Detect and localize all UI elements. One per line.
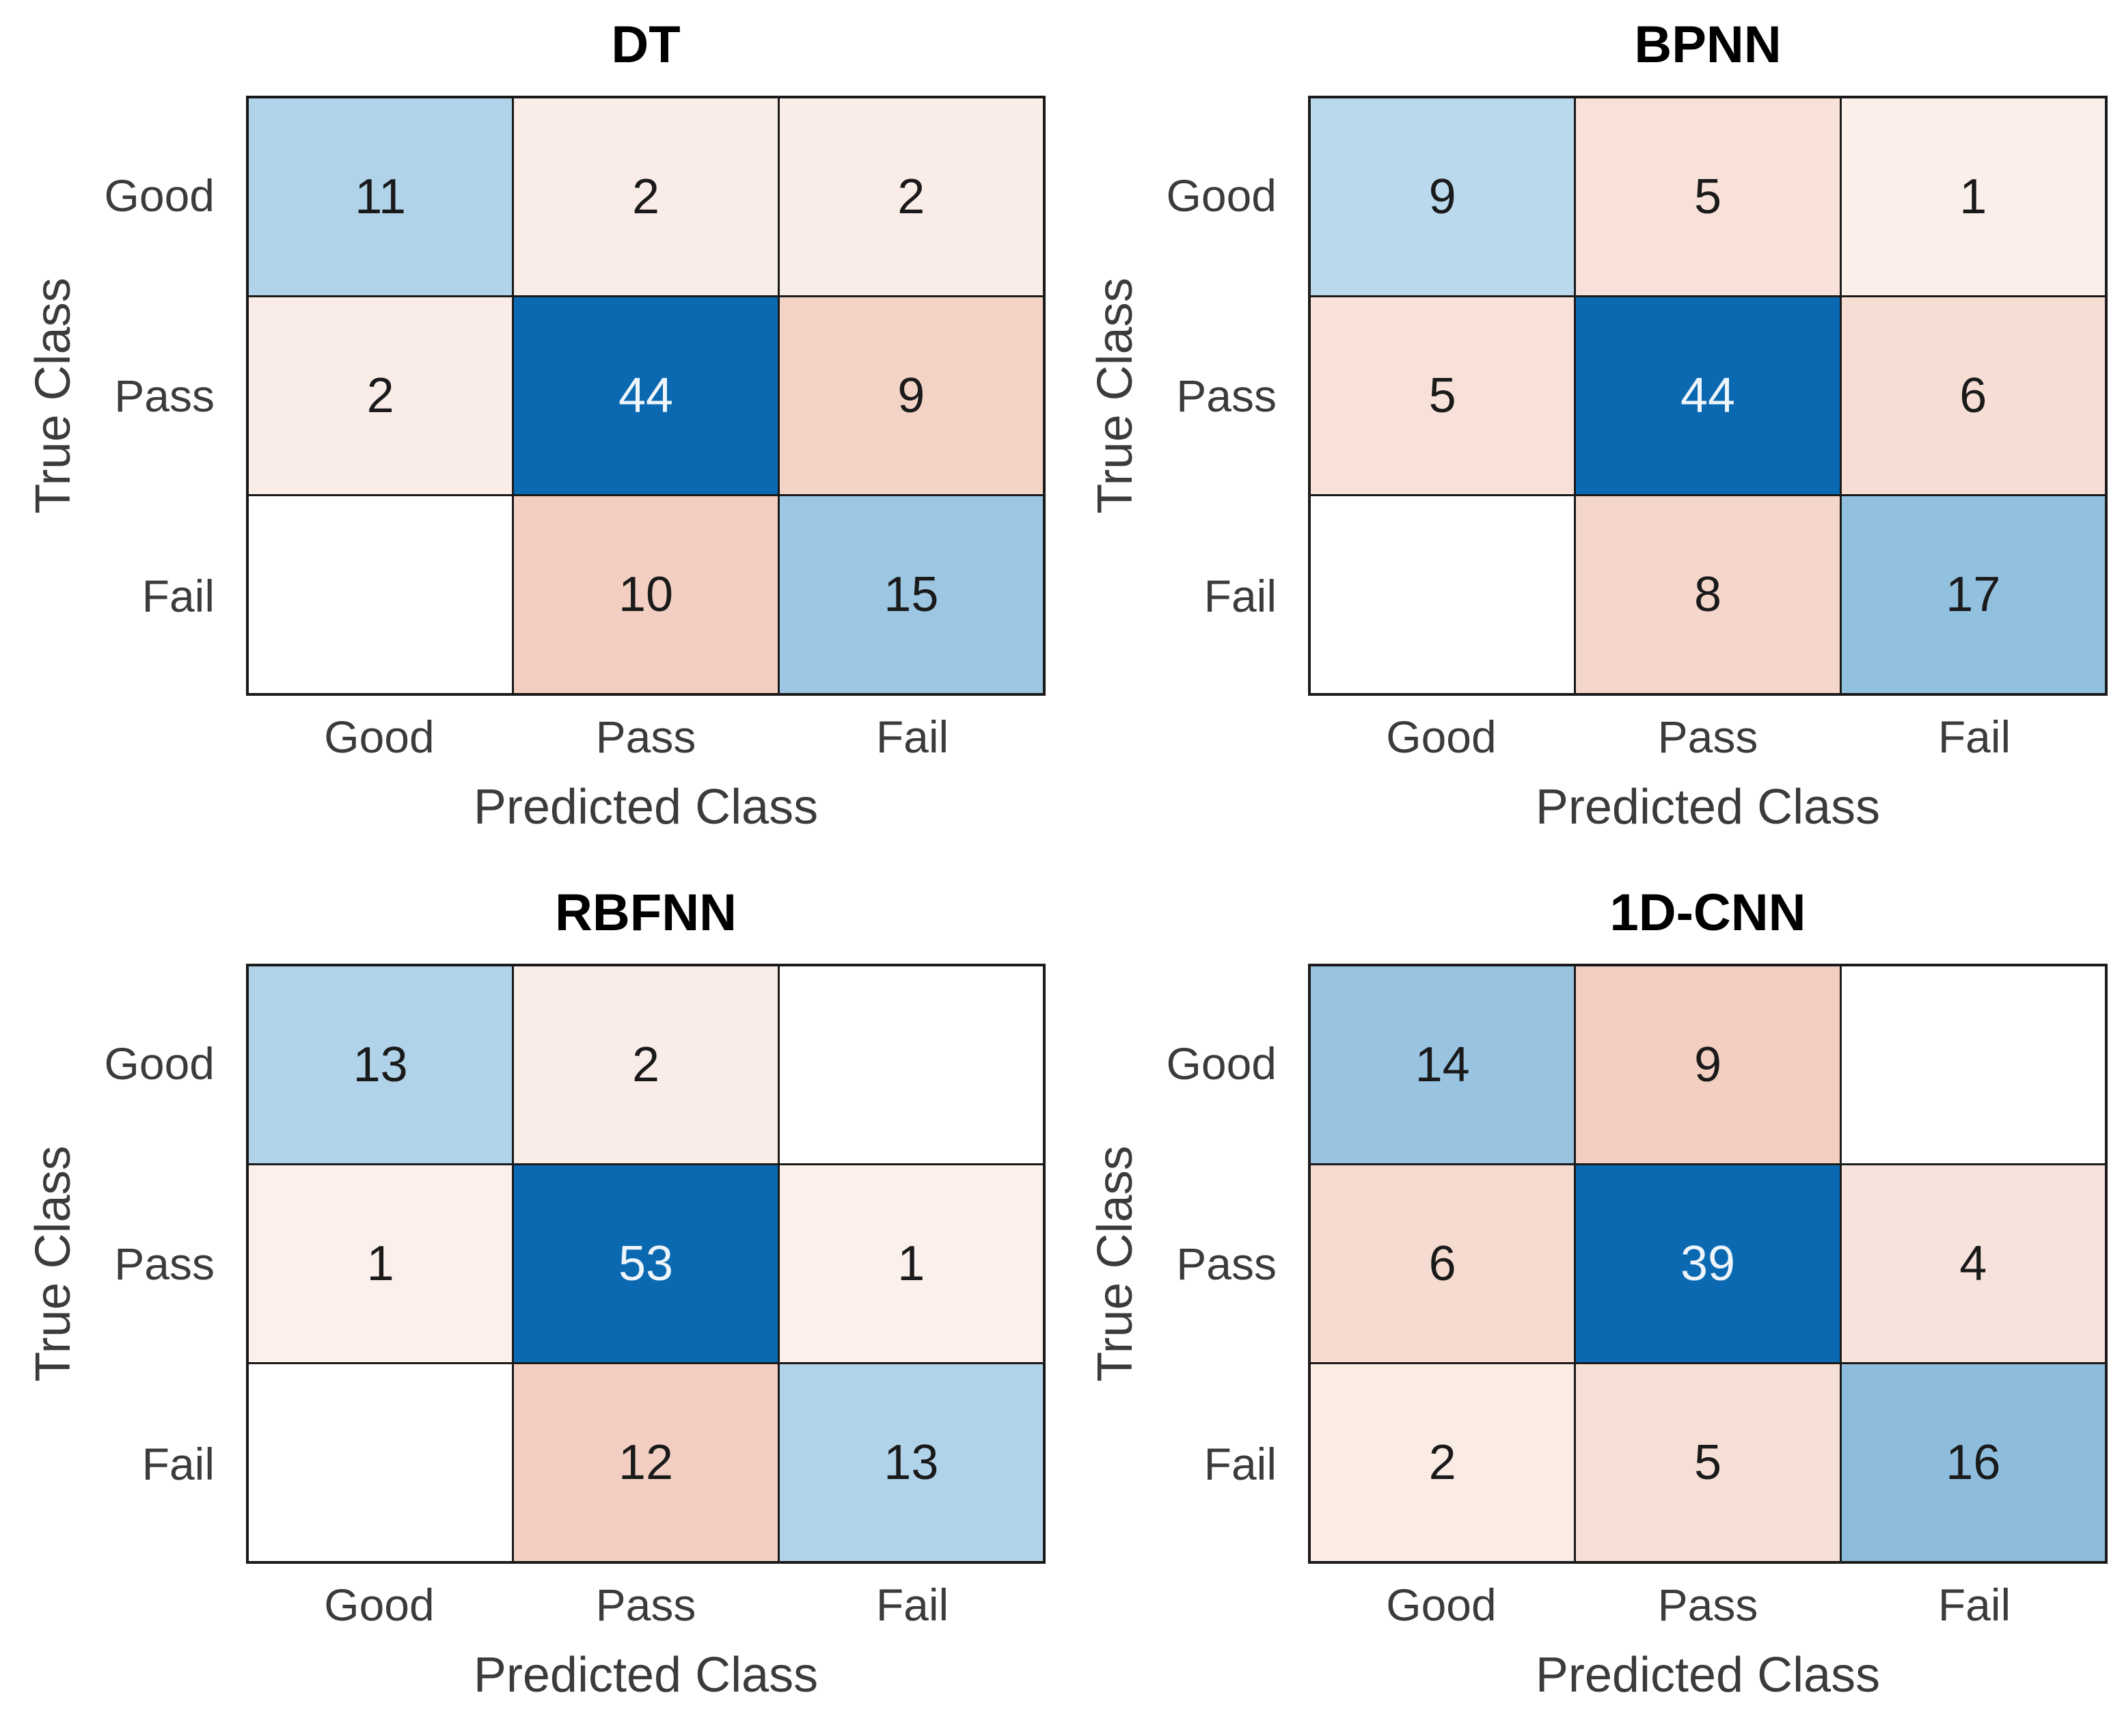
confusion-matrix-dt: DT 11 2 2 2 44 9 10 15 Good Pass Fail Good Pass Fail Pr…	[0, 0, 1062, 868]
matrix-cell-rbfnn-r0c0: 13	[249, 966, 513, 1163]
matrix-cell-rbfnn-r2c0	[249, 1364, 513, 1561]
y-tick-rbfnn-fail: Fail	[141, 1439, 215, 1489]
y-tick-bpnn-fail: Fail	[1203, 571, 1277, 621]
matrix-cell-rbfnn-r2c2: 13	[779, 1364, 1043, 1561]
x-tick-labels-1d-cnn: Good Pass Fail	[1308, 1579, 2108, 1640]
matrix-cell-dt-r0c0: 11	[249, 98, 513, 295]
y-tick-dt-pass: Pass	[114, 370, 215, 421]
matrix-cell-1d-cnn-r2c2: 16	[1841, 1364, 2105, 1561]
matrix-cell-rbfnn-r0c2	[779, 966, 1043, 1163]
x-tick-bpnn-good: Good	[1386, 711, 1497, 762]
x-axis-label-rbfnn: Predicted Class	[473, 1648, 819, 1703]
y-tick-rbfnn-pass: Pass	[114, 1238, 215, 1289]
panel-title-dt: DT	[611, 16, 681, 74]
x-tick-rbfnn-good: Good	[324, 1579, 435, 1630]
x-axis-label-dt: Predicted Class	[473, 780, 819, 835]
panel-title-rbfnn: RBFNN	[555, 884, 737, 942]
y-tick-bpnn-good: Good	[1166, 170, 1277, 221]
matrix-cell-1d-cnn-r0c0: 14	[1311, 966, 1575, 1163]
matrix-cell-1d-cnn-r2c1: 5	[1576, 1364, 1840, 1561]
matrix-cell-bpnn-r1c0: 5	[1311, 297, 1575, 494]
matrix-grid-rbfnn: 13 2 1 53 1 12 13	[246, 964, 1046, 1564]
x-tick-labels-dt: Good Pass Fail	[246, 711, 1046, 772]
x-axis-label-bpnn: Predicted Class	[1535, 780, 1881, 835]
matrix-cell-dt-r2c2: 15	[779, 496, 1043, 693]
matrix-cell-1d-cnn-r0c2	[1841, 966, 2105, 1163]
y-axis-label-dt: True Class	[26, 277, 81, 514]
matrix-cell-rbfnn-r1c1: 53	[514, 1165, 778, 1362]
y-tick-labels-dt: Good Pass Fail	[0, 96, 226, 696]
confusion-matrix-bpnn: BPNN 9 5 1 5 44 6 8 17 Good Pass Fail Good Pass Fail Pr…	[1062, 0, 2124, 868]
x-tick-1d-cnn-pass: Pass	[1657, 1579, 1758, 1630]
y-axis-label-bpnn: True Class	[1088, 277, 1143, 514]
panel-title-bpnn: BPNN	[1634, 16, 1782, 74]
matrix-cell-bpnn-r0c2: 1	[1841, 98, 2105, 295]
y-tick-1d-cnn-good: Good	[1166, 1038, 1277, 1089]
x-tick-labels-bpnn: Good Pass Fail	[1308, 711, 2108, 772]
matrix-cell-bpnn-r0c1: 5	[1576, 98, 1840, 295]
matrix-cell-dt-r2c0	[249, 496, 513, 693]
x-tick-rbfnn-fail: Fail	[875, 1579, 949, 1630]
matrix-cell-1d-cnn-r0c1: 9	[1576, 966, 1840, 1163]
matrix-cell-dt-r1c0: 2	[249, 297, 513, 494]
y-tick-labels-1d-cnn: Good Pass Fail	[1062, 964, 1288, 1564]
matrix-cell-1d-cnn-r1c0: 6	[1311, 1165, 1575, 1362]
y-tick-rbfnn-good: Good	[104, 1038, 215, 1089]
x-tick-dt-fail: Fail	[875, 711, 949, 762]
y-axis-label-rbfnn: True Class	[26, 1145, 81, 1382]
matrix-grid-dt: 11 2 2 2 44 9 10 15	[246, 96, 1046, 696]
y-axis-label-1d-cnn: True Class	[1088, 1145, 1143, 1382]
matrix-cell-rbfnn-r1c0: 1	[249, 1165, 513, 1362]
x-tick-1d-cnn-fail: Fail	[1937, 1579, 2011, 1630]
x-axis-label-1d-cnn: Predicted Class	[1535, 1648, 1881, 1703]
x-tick-rbfnn-pass: Pass	[595, 1579, 696, 1630]
panel-title-1d-cnn: 1D-CNN	[1609, 884, 1806, 942]
matrix-cell-dt-r2c1: 10	[514, 496, 778, 693]
confusion-matrix-rbfnn: RBFNN 13 2 1 53 1 12 13 Good Pass Fail Good Pass Fail…	[0, 868, 1062, 1736]
matrix-cell-rbfnn-r2c1: 12	[514, 1364, 778, 1561]
confusion-matrix-1d-cnn: 1D-CNN 14 9 6 39 4 2 5 16 Good Pass Fail Good Pass Fai…	[1062, 868, 2124, 1736]
matrix-cell-dt-r1c2: 9	[779, 297, 1043, 494]
x-tick-bpnn-fail: Fail	[1937, 711, 2011, 762]
y-tick-1d-cnn-fail: Fail	[1203, 1439, 1277, 1489]
matrix-cell-dt-r0c2: 2	[779, 98, 1043, 295]
x-tick-dt-good: Good	[324, 711, 435, 762]
matrix-cell-1d-cnn-r1c2: 4	[1841, 1165, 2105, 1362]
y-tick-dt-good: Good	[104, 170, 215, 221]
matrix-grid-bpnn: 9 5 1 5 44 6 8 17	[1308, 96, 2108, 696]
matrix-cell-bpnn-r2c1: 8	[1576, 496, 1840, 693]
matrix-cell-bpnn-r1c1: 44	[1576, 297, 1840, 494]
matrix-cell-rbfnn-r0c1: 2	[514, 966, 778, 1163]
y-tick-1d-cnn-pass: Pass	[1176, 1238, 1277, 1289]
matrix-cell-rbfnn-r1c2: 1	[779, 1165, 1043, 1362]
matrix-cell-dt-r0c1: 2	[514, 98, 778, 295]
matrix-cell-1d-cnn-r2c0: 2	[1311, 1364, 1575, 1561]
x-tick-bpnn-pass: Pass	[1657, 711, 1758, 762]
matrix-cell-dt-r1c1: 44	[514, 297, 778, 494]
matrix-grid-1d-cnn: 14 9 6 39 4 2 5 16	[1308, 964, 2108, 1564]
x-tick-labels-rbfnn: Good Pass Fail	[246, 1579, 1046, 1640]
matrix-cell-bpnn-r0c0: 9	[1311, 98, 1575, 295]
matrix-cell-bpnn-r1c2: 6	[1841, 297, 2105, 494]
x-tick-1d-cnn-good: Good	[1386, 1579, 1497, 1630]
y-tick-labels-rbfnn: Good Pass Fail	[0, 964, 226, 1564]
x-tick-dt-pass: Pass	[595, 711, 696, 762]
y-tick-bpnn-pass: Pass	[1176, 370, 1277, 421]
matrix-cell-bpnn-r2c2: 17	[1841, 496, 2105, 693]
y-tick-labels-bpnn: Good Pass Fail	[1062, 96, 1288, 696]
matrix-cell-bpnn-r2c0	[1311, 496, 1575, 693]
matrix-cell-1d-cnn-r1c1: 39	[1576, 1165, 1840, 1362]
y-tick-dt-fail: Fail	[141, 571, 215, 621]
